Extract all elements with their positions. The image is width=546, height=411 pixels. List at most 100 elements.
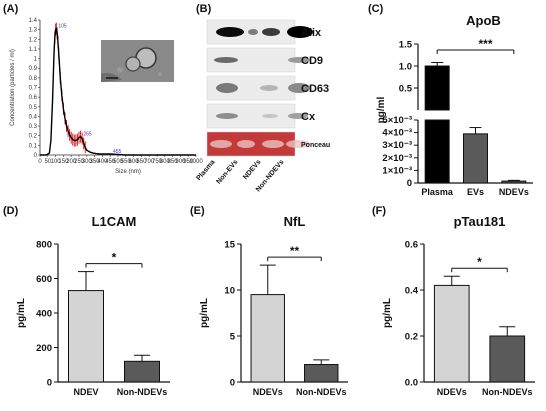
bar [124,360,160,383]
x-tick-label: 800 [160,159,171,165]
y-tick-label: 0.2 [29,134,38,140]
blot-band [216,83,238,93]
y-tick-label: 0.6 [405,240,418,251]
x-tick-label: 200 [66,159,77,165]
blot-label: Cx [301,111,316,123]
peak-label: 105 [58,24,67,30]
y-axis-title: pg/mL [199,298,210,328]
chart-title: ApoB [466,13,501,28]
x-tick-label: 250 [74,159,85,165]
significance-label: * [112,251,117,265]
y-tick-label: 1×10⁻³ [382,165,412,176]
y-axis-title: pg/ml [376,96,387,123]
y-tick-label: 0.7 [29,86,38,92]
chart-c: ApoB 0.5 1.0 1.5 0 1×10⁻³2×10⁻³ 3×10⁻³4×10⁻³ 5×… [376,13,533,197]
y-tick-label: 5 [230,332,236,343]
blot-band [288,57,310,63]
category-label: Non-NDEVs [482,387,533,397]
lane-label: NDEVs [242,159,262,181]
y-tick-label: 1.4 [29,18,38,24]
blot-band [214,57,238,63]
y-tick-label: 2×10⁻³ [382,153,412,164]
x-tick-label: 650 [136,159,147,165]
y-tick-label: 0 [47,378,52,389]
significance-label: * [477,255,482,269]
bar-upper [424,65,450,111]
ponceau-band [237,140,255,148]
x-tick-label: 750 [152,159,163,165]
bar [463,133,488,184]
y-axis-title: Concentration (particles / ml) [10,49,16,126]
y-tick-label: 4×10⁻³ [382,128,412,139]
bar [501,180,527,184]
series-line [40,27,196,156]
x-tick-label: 350 [90,159,101,165]
bar [304,364,339,383]
chart-title: NfL [284,214,306,229]
chart-title: pTau181 [454,214,506,229]
x-tick-label: 700 [144,159,155,165]
category-label: NDEVs [253,387,283,397]
blot-label: CD9 [301,55,323,67]
bar [433,284,470,383]
y-tick-label: 0.5 [399,84,413,95]
x-tick-label: 950 [183,159,194,165]
y-tick-label: 0.2 [405,332,418,343]
peak-label: 265 [83,132,92,138]
x-tick-label: 850 [168,159,179,165]
significance-label: *** [478,37,492,51]
lane-label: Non-EVs [215,159,239,186]
y-tick-label: 200 [36,343,52,354]
x-tick-label: 400 [97,159,108,165]
y-tick-label: 1.5 [399,40,413,51]
bar [489,335,526,383]
y-tick-label: 10 [224,286,235,297]
y-tick-label: 0.1 [29,143,38,149]
category-label: NDEVs [499,187,529,197]
panel-label-e: (E) [190,205,205,217]
bar-lower [424,119,450,184]
y-tick-label: 1.0 [399,62,412,73]
x-tick-label: 100 [51,159,62,165]
category-label: Plasma [421,187,454,197]
panel-label-b: (B) [196,3,212,15]
x-tick-label: 0 [38,159,42,165]
bar [68,290,104,383]
x-tick-label: 600 [129,159,140,165]
cryo-em-inset [101,40,174,82]
category-label: NDEV [73,387,98,397]
y-tick-label: 1.2 [29,37,38,43]
blot-label: CD63 [301,83,329,95]
y-tick-label: 0.6 [29,95,38,101]
x-tick-label: 550 [121,159,132,165]
category-label: Non-NDEVs [117,387,168,397]
blot-band [262,114,278,118]
y-tick-label: 400 [36,309,52,320]
y-tick-label: 0.9 [29,66,38,72]
ponceau-band [286,140,310,148]
blot-band [287,26,313,38]
y-tick-label: 600 [36,274,52,285]
chart-title: L1CAM [92,214,137,229]
panel-label-c: (C) [368,3,384,15]
x-axis-title: Size (nm) [115,169,141,175]
x-tick-label: 300 [82,159,93,165]
panel-label-a: (A) [3,3,19,15]
blot-band [262,28,280,36]
y-axis-title: pg/mL [382,298,393,328]
y-tick-label: 15 [224,240,235,251]
blot-band [248,29,258,35]
category-label: EVs [467,187,484,197]
category-label: Non-NDEVs [296,387,347,397]
y-tick-label: 1 [34,57,38,63]
peak-label: 455 [113,149,122,155]
y-tick-label: 5×10⁻³ [382,115,412,126]
y-tick-label: 0.5 [29,105,38,111]
panel-label-d: (D) [3,205,19,217]
y-axis-title: pg/mL [16,298,27,328]
x-tick-label: 500 [113,159,124,165]
x-tick-label: 1000 [189,159,203,165]
blot-band [216,27,244,37]
